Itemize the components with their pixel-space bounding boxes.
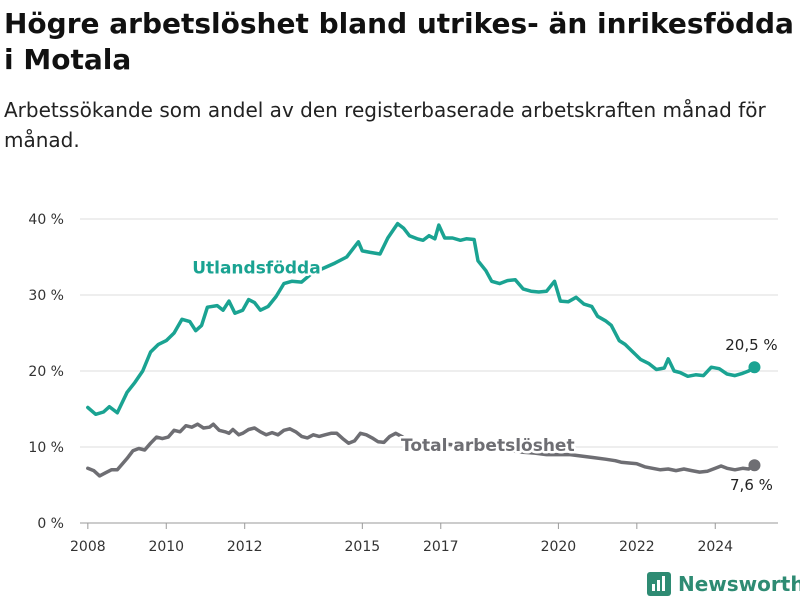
x-axis: 2008 2010 2012 2015 2017 2020 2022 2024 xyxy=(70,523,733,555)
x-tick-label: 2010 xyxy=(148,539,184,555)
endpoint-marker-utlandsfodda xyxy=(748,361,761,374)
series-lines xyxy=(86,221,761,478)
series-line-total xyxy=(86,422,757,478)
y-tick-label: 10 % xyxy=(28,440,64,456)
end-value-label-utlandsfodda: 20,5 % xyxy=(725,336,777,354)
brand-name: Newsworthy xyxy=(678,572,800,596)
x-tick-label: 2017 xyxy=(423,539,459,555)
x-tick-label: 2024 xyxy=(697,539,733,555)
x-tick-label: 2022 xyxy=(619,539,655,555)
chart-title: Högre arbetslöshet bland utrikes- än inr… xyxy=(4,7,794,76)
endpoint-marker-total xyxy=(748,459,761,472)
x-tick-label: 2015 xyxy=(345,539,381,555)
series-label-utlandsfodda: Utlandsfödda xyxy=(192,259,321,279)
y-tick-label: 0 % xyxy=(37,516,64,532)
series-label-total: Total arbetslöshet xyxy=(401,436,575,456)
y-axis: 0 % 10 % 20 % 30 % 40 % xyxy=(28,212,64,532)
x-tick-label: 2008 xyxy=(70,539,106,555)
end-value-label-total: 7,6 % xyxy=(730,476,773,494)
newsworthy-logo-icon xyxy=(647,572,671,596)
y-tick-label: 40 % xyxy=(28,212,64,228)
x-tick-label: 2012 xyxy=(227,539,263,555)
series-line-utlandsfodda xyxy=(86,221,757,417)
chart-subtitle: Arbetssökande som andel av den registerb… xyxy=(4,98,766,152)
newsworthy-brand[interactable]: Newsworthy xyxy=(646,569,800,599)
x-tick-label: 2020 xyxy=(541,539,577,555)
gridlines xyxy=(80,218,778,524)
series-labels: Utlandsfödda Total arbetslöshet 20,5 % 7,6 … xyxy=(190,256,778,494)
y-tick-label: 20 % xyxy=(28,364,64,380)
y-tick-label: 30 % xyxy=(28,288,64,304)
